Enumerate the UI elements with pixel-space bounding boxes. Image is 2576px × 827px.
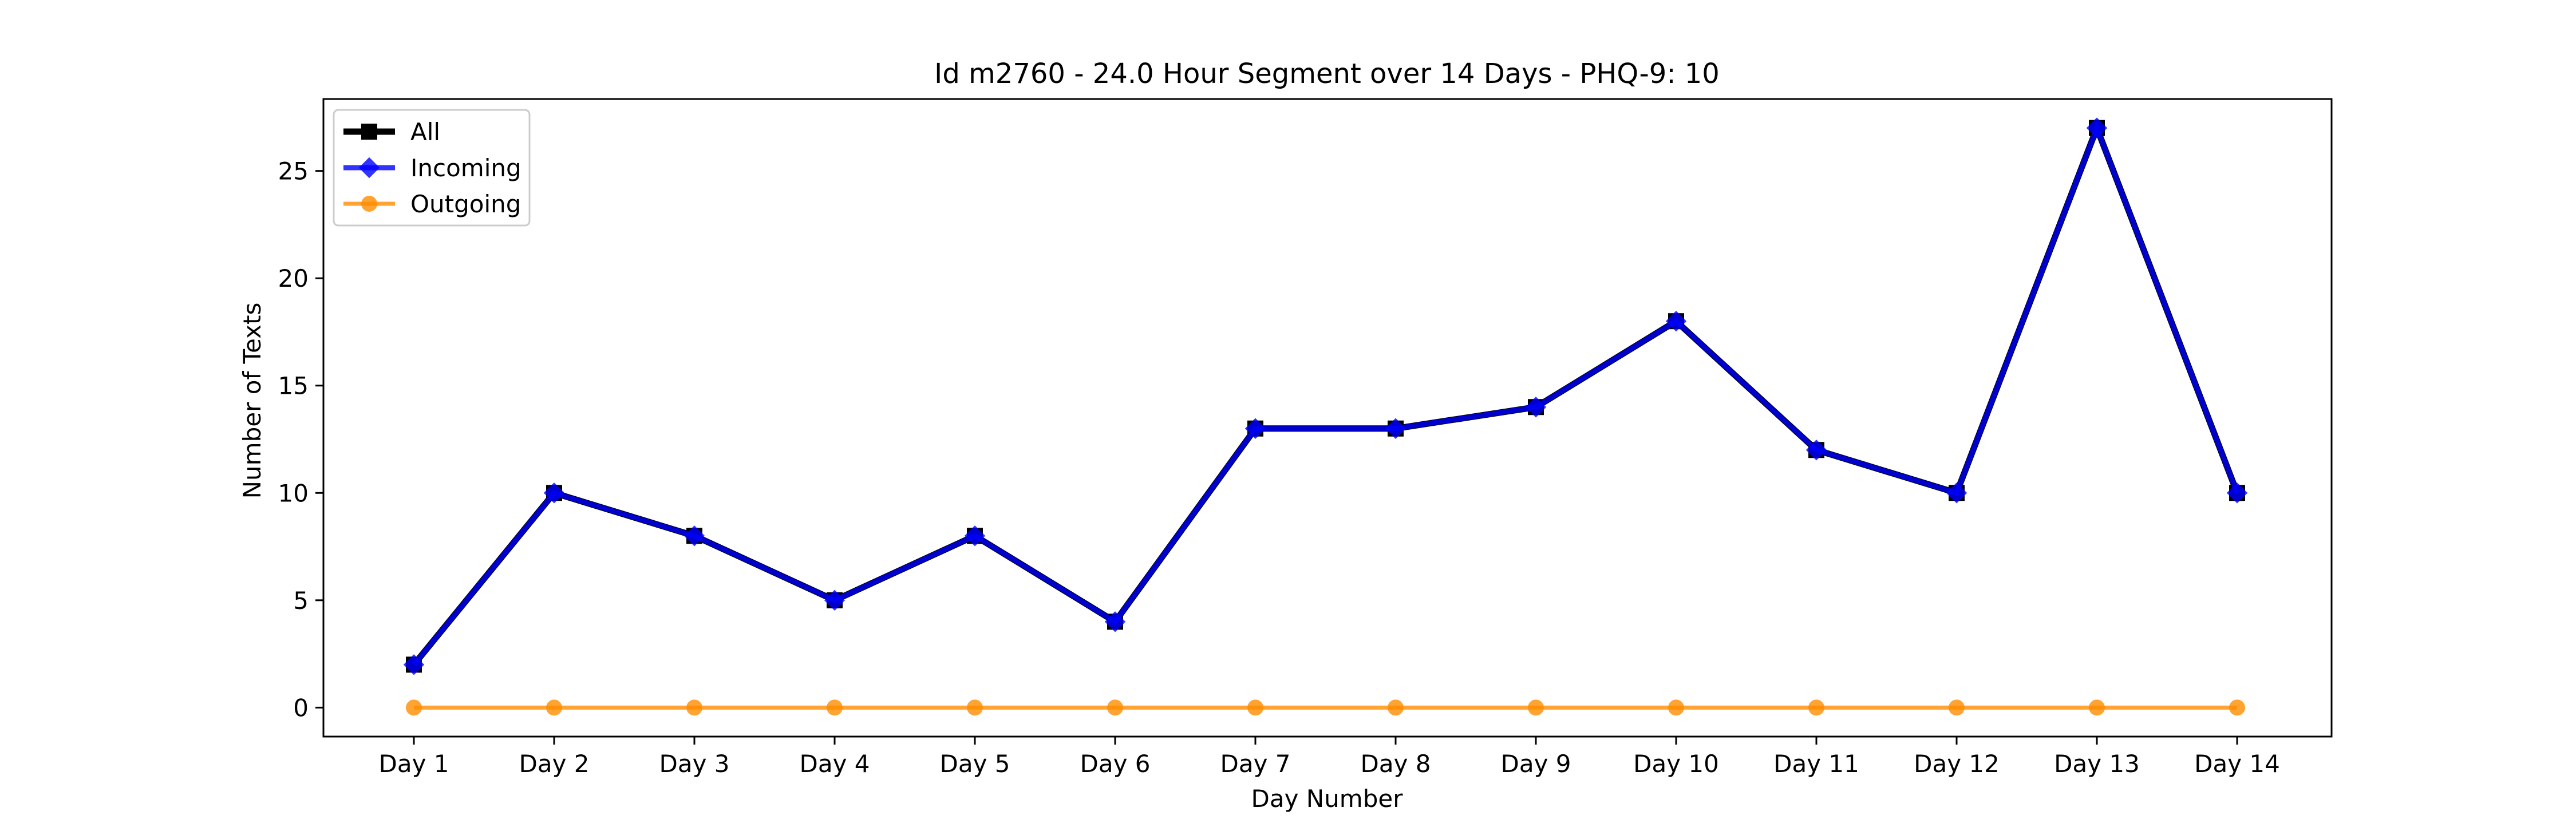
x-tick-label: Day 14 [2194,750,2280,778]
data-point-outgoing [1388,699,1404,716]
data-point-incoming [1104,611,1126,632]
y-tick-label: 10 [278,479,309,507]
data-point-outgoing [2089,699,2105,716]
legend-marker-all [361,124,377,140]
y-tick-label: 0 [293,694,309,722]
data-point-incoming [824,589,846,611]
x-tick-label: Day 8 [1360,750,1431,778]
legend-marker-outgoing [361,196,377,212]
data-point-incoming [1525,397,1547,418]
data-point-outgoing [406,699,422,716]
x-tick-label: Day 12 [1914,750,2000,778]
data-point-outgoing [827,699,843,716]
data-point-outgoing [686,699,702,716]
x-axis-label: Day Number [1251,785,1403,813]
data-point-outgoing [1808,699,1824,716]
chart-title: Id m2760 - 24.0 Hour Segment over 14 Day… [934,58,1720,90]
data-point-incoming [964,525,986,547]
data-point-outgoing [1107,699,1123,716]
data-point-incoming [1805,440,1827,461]
legend: All Incoming Outgoing [333,109,531,227]
data-point-outgoing [1668,699,1684,716]
data-point-incoming [1385,418,1406,439]
legend-marker-incoming [358,157,380,179]
legend-label-outgoing: Outgoing [410,190,521,218]
x-tick-label: Day 9 [1500,750,1571,778]
x-tick-label: Day 2 [519,750,589,778]
data-point-outgoing [967,699,983,716]
data-point-outgoing [2229,699,2245,716]
x-tick-label: Day 13 [2054,750,2140,778]
data-point-incoming [683,525,705,547]
x-tick-label: Day 5 [939,750,1010,778]
data-point-incoming [2086,117,2108,139]
data-point-incoming [2226,482,2248,504]
y-tick-label: 25 [278,157,309,185]
x-tick-label: Day 7 [1220,750,1290,778]
data-point-outgoing [1528,699,1544,716]
x-tick-label: Day 6 [1080,750,1150,778]
x-tick-label: Day 4 [799,750,870,778]
legend-box [333,109,531,227]
data-point-incoming [1665,311,1687,332]
data-point-outgoing [546,699,562,716]
legend-label-incoming: Incoming [410,154,521,182]
x-tick-label: Day 1 [378,750,449,778]
data-point-incoming [403,654,425,675]
plot-area: 0 5 10 15 20 25 Day 1 Day 2 Day 3 Day 4 Day 5 Day 6… [278,98,2333,778]
legend-label-all: All [410,118,440,146]
data-point-outgoing [1247,699,1263,716]
x-tick-label: Day 3 [659,750,729,778]
y-tick-label: 5 [293,587,309,615]
y-tick-label: 20 [278,264,309,292]
y-axis-label: Number of Texts [238,303,266,499]
x-tick-label: Day 11 [1773,750,1859,778]
y-tick-label: 15 [278,372,309,400]
data-point-outgoing [1949,699,1965,716]
x-tick-label: Day 10 [1633,750,1719,778]
plot-frame [322,98,2333,738]
series-line-incoming [412,121,2240,667]
data-point-incoming [1244,418,1266,439]
data-point-incoming [1946,482,1967,504]
data-point-incoming [543,482,565,504]
